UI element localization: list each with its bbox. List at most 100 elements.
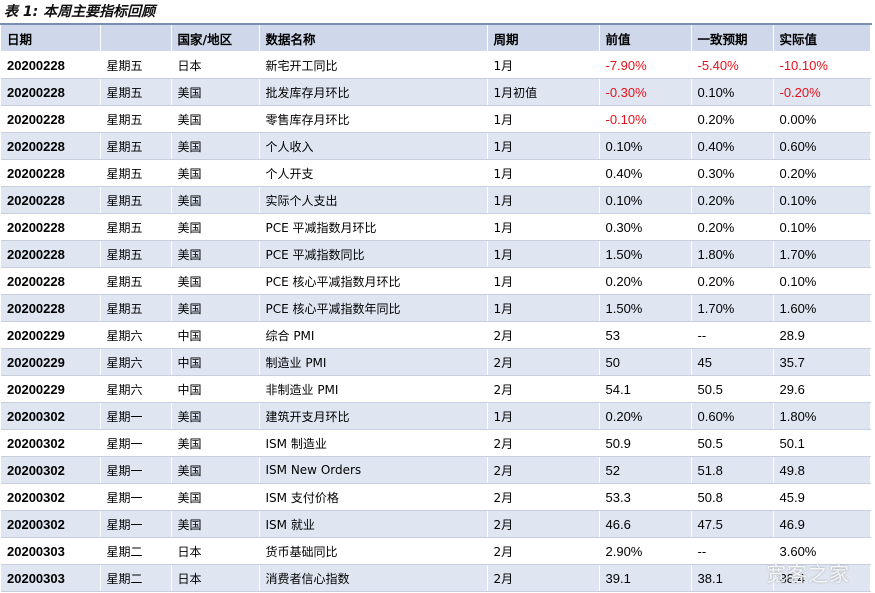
cell-weekday: 星期一	[100, 483, 172, 511]
col-header-indicator: 数据名称	[259, 25, 488, 52]
cell-actual: 1.80%	[773, 402, 871, 430]
cell-actual: 46.9	[773, 510, 871, 538]
cell-indicator: ISM 制造业	[259, 429, 488, 457]
cell-actual: 0.10%	[773, 186, 871, 214]
cell-country: 中国	[171, 348, 260, 376]
cell-previous: 0.20%	[599, 267, 692, 295]
cell-country: 美国	[171, 186, 260, 214]
cell-actual: 1.70%	[773, 240, 871, 268]
cell-date: 20200228	[1, 132, 101, 160]
table-row: 20200302 星期一 美国 ISM 支付价格 2月 53.3 50.8 45.9	[1, 483, 871, 511]
cell-period: 2月	[487, 348, 600, 376]
cell-consensus: 1.80%	[691, 240, 774, 268]
table-row: 20200302 星期一 美国 建筑开支月环比 1月 0.20% 0.60% 1.80%	[1, 402, 871, 430]
cell-period: 1月	[487, 294, 600, 322]
watermark: 宽客之家	[766, 562, 850, 586]
cell-consensus: 0.20%	[691, 186, 774, 214]
table-row: 20200228 星期五 日本 新宅开工同比 1月 -7.90% -5.40% -10.10%	[1, 51, 871, 79]
col-header-country: 国家/地区	[171, 25, 260, 52]
table-title: 表 1: 本周主要指标回顾	[4, 4, 156, 20]
cell-actual: 3.60%	[773, 537, 871, 565]
cell-actual: 0.10%	[773, 213, 871, 241]
cell-indicator: 零售库存月环比	[259, 105, 488, 133]
cell-country: 日本	[171, 537, 260, 565]
cell-period: 2月	[487, 456, 600, 484]
cell-previous: 0.20%	[599, 402, 692, 430]
cell-country: 美国	[171, 483, 260, 511]
cell-indicator: 个人开支	[259, 159, 488, 187]
cell-indicator: ISM 就业	[259, 510, 488, 538]
cell-period: 1月	[487, 213, 600, 241]
cell-consensus: 50.5	[691, 429, 774, 457]
cell-indicator: 消费者信心指数	[259, 564, 488, 592]
cell-date: 20200228	[1, 267, 101, 295]
cell-previous: 46.6	[599, 510, 692, 538]
cell-actual: 45.9	[773, 483, 871, 511]
cell-weekday: 星期一	[100, 402, 172, 430]
cell-weekday: 星期五	[100, 240, 172, 268]
col-header-previous: 前值	[599, 25, 692, 52]
cell-weekday: 星期二	[100, 537, 172, 565]
cell-indicator: 非制造业 PMI	[259, 375, 488, 403]
cell-indicator: 批发库存月环比	[259, 78, 488, 106]
cell-period: 1月	[487, 186, 600, 214]
cell-indicator: ISM New Orders	[259, 456, 488, 484]
cell-indicator: 新宅开工同比	[259, 51, 488, 79]
cell-period: 2月	[487, 537, 600, 565]
cell-consensus: 50.5	[691, 375, 774, 403]
cell-weekday: 星期五	[100, 213, 172, 241]
cell-previous: 0.10%	[599, 132, 692, 160]
cell-previous: 0.40%	[599, 159, 692, 187]
cell-actual: 50.1	[773, 429, 871, 457]
cell-consensus: -5.40%	[691, 51, 774, 79]
cell-country: 美国	[171, 267, 260, 295]
cell-period: 2月	[487, 375, 600, 403]
cell-previous: 2.90%	[599, 537, 692, 565]
cell-country: 美国	[171, 240, 260, 268]
table-row: 20200303 星期二 日本 消费者信心指数 2月 39.1 38.1 38.4	[1, 564, 871, 592]
table-row: 20200228 星期五 美国 PCE 平减指数月环比 1月 0.30% 0.20% 0.10…	[1, 213, 871, 241]
cell-date: 20200229	[1, 348, 101, 376]
cell-actual: 29.6	[773, 375, 871, 403]
cell-weekday: 星期五	[100, 267, 172, 295]
cell-weekday: 星期五	[100, 132, 172, 160]
title-rule	[0, 23, 872, 25]
cell-date: 20200228	[1, 105, 101, 133]
header-row: 日期 国家/地区 数据名称 周期 前值 一致预期 实际值	[1, 25, 871, 52]
cell-consensus: 0.10%	[691, 78, 774, 106]
table-row: 20200228 星期五 美国 PCE 平减指数同比 1月 1.50% 1.80% 1.70%	[1, 240, 871, 268]
cell-actual: 38.4	[773, 564, 871, 592]
cell-actual: 35.7	[773, 348, 871, 376]
table-row: 20200229 星期六 中国 综合 PMI 2月 53 -- 28.9	[1, 321, 871, 349]
cell-country: 美国	[171, 456, 260, 484]
table-row: 20200228 星期五 美国 个人开支 1月 0.40% 0.30% 0.20%	[1, 159, 871, 187]
cell-consensus: 51.8	[691, 456, 774, 484]
table-row: 20200303 星期二 日本 货币基础同比 2月 2.90% -- 3.60%	[1, 537, 871, 565]
table-body: 20200228 星期五 日本 新宅开工同比 1月 -7.90% -5.40% -10.10%…	[1, 51, 871, 592]
cell-period: 1月	[487, 51, 600, 79]
cell-previous: 53.3	[599, 483, 692, 511]
cell-date: 20200302	[1, 429, 101, 457]
cell-weekday: 星期五	[100, 78, 172, 106]
cell-actual: -10.10%	[773, 51, 871, 79]
cell-period: 1月	[487, 240, 600, 268]
cell-previous: -7.90%	[599, 51, 692, 79]
cell-indicator: 建筑开支月环比	[259, 402, 488, 430]
cell-indicator: ISM 支付价格	[259, 483, 488, 511]
cell-consensus: 0.60%	[691, 402, 774, 430]
cell-country: 美国	[171, 213, 260, 241]
cell-consensus: --	[691, 537, 774, 565]
cell-previous: -0.30%	[599, 78, 692, 106]
cell-period: 2月	[487, 564, 600, 592]
cell-previous: 50.9	[599, 429, 692, 457]
cell-indicator: 制造业 PMI	[259, 348, 488, 376]
cell-actual: -0.20%	[773, 78, 871, 106]
cell-actual: 28.9	[773, 321, 871, 349]
cell-date: 20200229	[1, 375, 101, 403]
cell-consensus: 1.70%	[691, 294, 774, 322]
indicator-table: 日期 国家/地区 数据名称 周期 前值 一致预期 实际值 20200228 星期五…	[1, 25, 871, 592]
cell-country: 美国	[171, 132, 260, 160]
cell-period: 1月	[487, 159, 600, 187]
cell-date: 20200228	[1, 213, 101, 241]
cell-previous: 39.1	[599, 564, 692, 592]
